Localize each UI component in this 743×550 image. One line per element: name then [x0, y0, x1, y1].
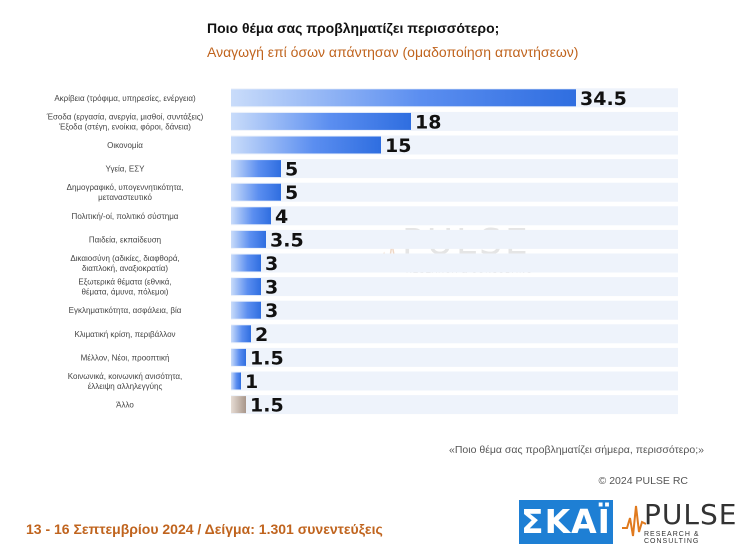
row-band [231, 300, 678, 320]
bar-12 [231, 372, 241, 390]
category-label-0: Ακρίβεια (τρόφιμα, υπηρεσίες, ενέργεια) [54, 94, 196, 103]
question-footnote: «Ποιο θέμα σας προβληματίζει σήμερα, περ… [449, 444, 704, 456]
value-label-0: 34.5 [580, 88, 627, 110]
value-label-3: 5 [285, 159, 298, 181]
value-label-4: 5 [285, 182, 298, 204]
value-label-5: 4 [275, 206, 288, 228]
pulse-logo-word: PULSE [644, 498, 738, 531]
value-label-6: 3.5 [270, 229, 304, 251]
pulse-logo-sub: RESEARCH & CONSULTING [644, 531, 700, 545]
bar-8 [231, 278, 261, 296]
row-band [231, 159, 678, 179]
bar-7 [231, 254, 261, 272]
row-band [231, 371, 678, 391]
row-band [231, 395, 678, 415]
row-band [231, 229, 678, 249]
value-label-10: 2 [255, 324, 268, 346]
value-label-13: 1.5 [250, 395, 284, 417]
bar-6 [231, 230, 266, 248]
bar-9 [231, 301, 261, 319]
row-band [231, 253, 678, 273]
category-label-2: Οικονομία [107, 141, 143, 150]
value-label-12: 1 [245, 371, 258, 393]
row-band [231, 347, 678, 367]
bar-4 [231, 183, 281, 201]
category-label-5: Πολιτική/-οί, πολιτικό σύστημα [72, 212, 179, 221]
bar-2 [231, 136, 381, 154]
category-label-13: Άλλο [116, 401, 134, 410]
row-band [231, 324, 678, 344]
chart-title: Ποιο θέμα σας προβληματίζει περισσότερο; [207, 20, 500, 36]
value-label-11: 1.5 [250, 347, 284, 369]
survey-info: 13 - 16 Σεπτεμβρίου 2024 / Δείγμα: 1.301… [26, 521, 383, 537]
bar-11 [231, 348, 246, 366]
bar-5 [231, 207, 271, 225]
pulse-logo-wave-icon [622, 505, 646, 537]
skai-logo: ΣΚΑΪ [519, 500, 613, 544]
value-label-8: 3 [265, 277, 278, 299]
chart-subtitle: Αναγωγή επί όσων απάντησαν (ομαδοποίηση … [207, 44, 579, 60]
bar-10 [231, 325, 251, 343]
category-label-10: Κλιματική κρίση, περιβάλλον [74, 330, 175, 339]
bar-3 [231, 160, 281, 178]
category-label-12: Κοινωνικά, κοινωνική ανισότητα, έλλειψη α… [68, 372, 182, 391]
category-label-7: Δικαιοσύνη (αδικίες, διαφθορά, διαπλοκή, … [70, 254, 179, 273]
value-label-7: 3 [265, 253, 278, 275]
category-label-9: Εγκληματικότητα, ασφάλεια, βία [69, 306, 182, 315]
value-label-9: 3 [265, 300, 278, 322]
category-label-8: Εξωτερικά θέματα (εθνικά, θέματα, άμυνα, … [78, 278, 171, 297]
value-label-2: 15 [385, 135, 411, 157]
bar-13 [231, 396, 246, 414]
row-band [231, 277, 678, 297]
bar-chart: 34.5 Ακρίβεια (τρόφιμα, υπηρεσίες, ενέργε… [46, 88, 678, 417]
category-label-11: Μέλλον, Νέοι, προοπτική [81, 353, 170, 362]
category-label-1: Έσοδα (εργασία, ανεργία, μισθοί, συντάξε… [46, 112, 204, 131]
category-label-4: Δημογραφικό, υπογεννητικότητα, μεταναστευ… [67, 183, 184, 202]
category-label-3: Υγεία, ΕΣΥ [106, 165, 146, 174]
row-band [231, 206, 678, 226]
value-label-1: 18 [415, 111, 441, 133]
pulse-logo: PULSE RESEARCH & CONSULTING [622, 498, 738, 546]
bar-1 [231, 112, 411, 130]
copyright: © 2024 PULSE RC [598, 475, 688, 487]
row-band [231, 182, 678, 202]
bar-0 [231, 89, 576, 107]
category-label-6: Παιδεία, εκπαίδευση [89, 235, 161, 244]
